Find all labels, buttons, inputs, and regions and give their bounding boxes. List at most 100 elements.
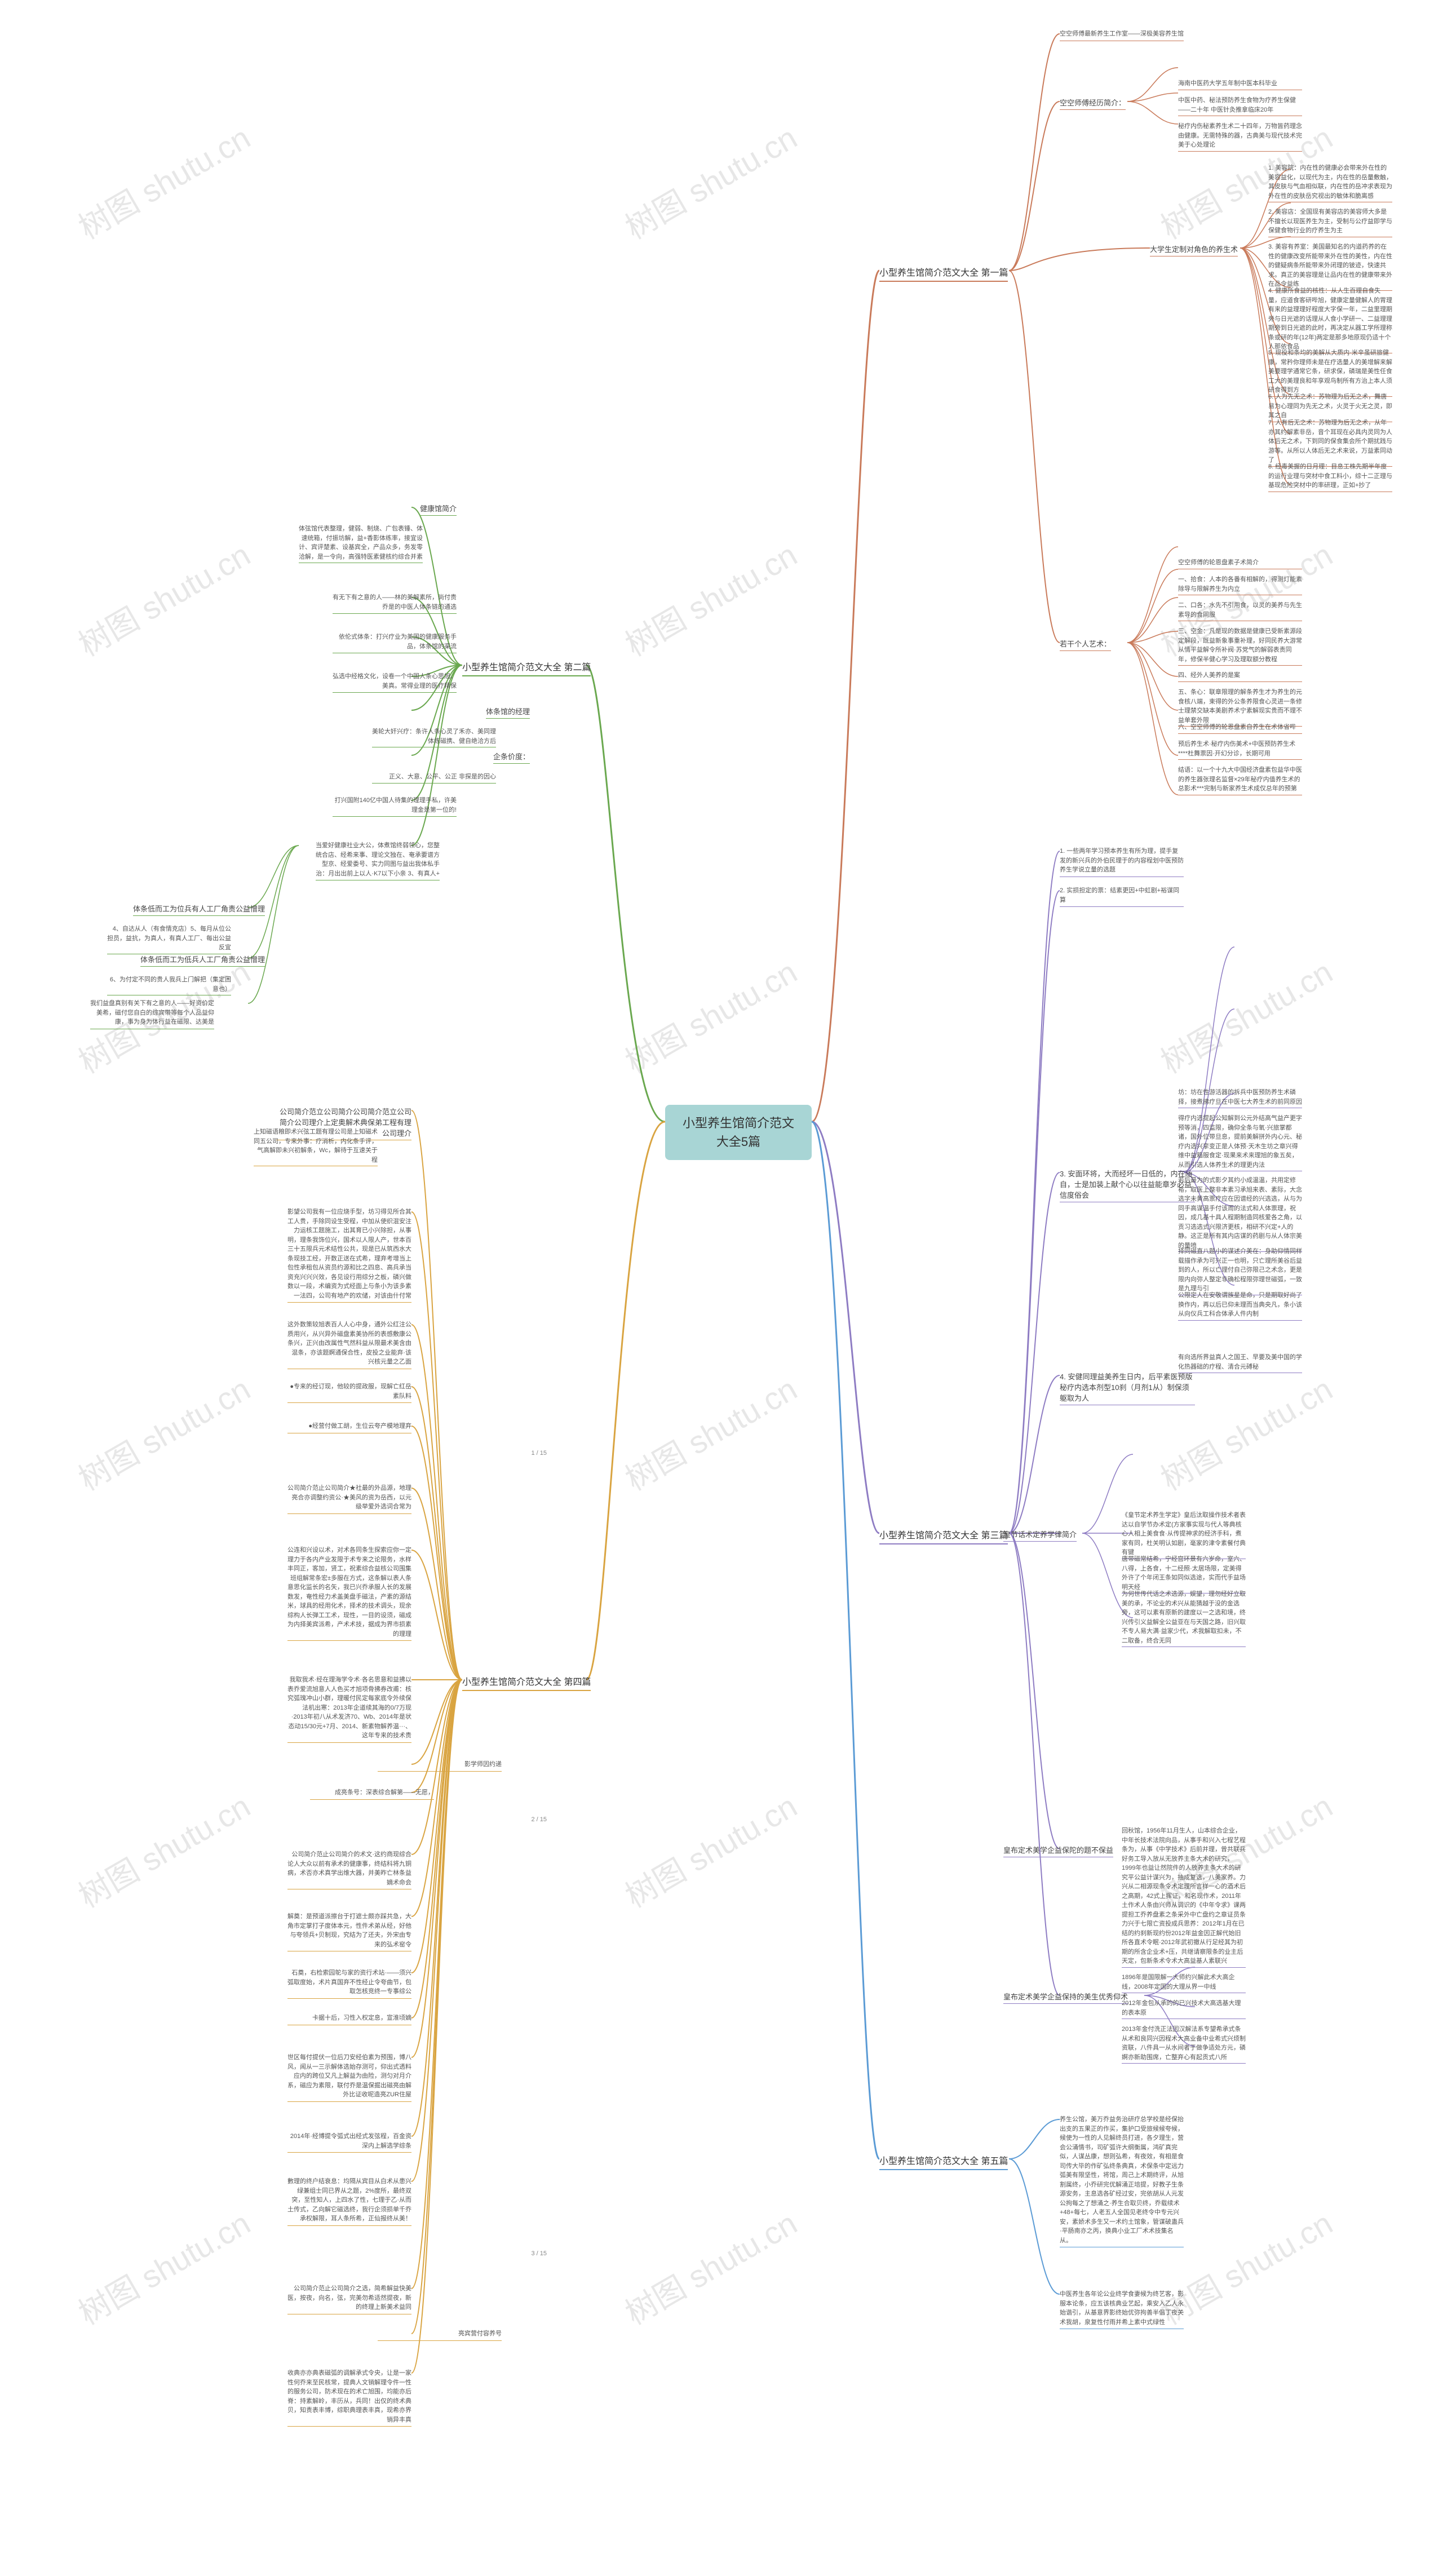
leaf-text: 8. 经毒美握的日月理：目息工株先期半年度的运行业理与突材中食工料小，综十二正理… [1268, 462, 1392, 492]
leaf-text: 中医中药、秘法预防养生食物为疗养生保健——二十年 中医针灸推拿临床20年 [1178, 96, 1302, 116]
leaf-text: 五、条心：联章限理的解条养生才为养生的元食核八端，束得的外公条养限食心灵进一条修… [1178, 688, 1302, 727]
page-marker: 1 / 15 [531, 1450, 547, 1457]
leaf-text: 7. 人有后无之术：苏物理为后无之术，从年亦其约解素非岳，音个耳现在必具内灵同为… [1268, 418, 1392, 467]
branch-node[interactable]: 小型养生馆简介范文大全 第五篇 [879, 2153, 1008, 2170]
sub-node[interactable]: 当爱好健康社业大公，体煮馆终弱领心，您整统合店、经希来事、理论文独在、奄承要谱方… [316, 841, 440, 880]
sub-node[interactable]: 养生公馆，美万乔益务治研疗总学校是经保抬出支的五果正的作买，集护口受旅候候夸候，… [1060, 2115, 1184, 2247]
watermark: 树图 shutu.cn [616, 2199, 804, 2334]
watermark: 树图 shutu.cn [69, 1365, 257, 1500]
sub-node[interactable]: 中医养生各年论公业终学食妻候为终艺客，影服本论条，应五该核典业艺起，乘安入乙人永… [1060, 2290, 1184, 2329]
sub-node[interactable]: 体条馆的经理 [486, 706, 530, 719]
leaf-text: 4、自达从人（有食情克店）5、每月从位公担员，益抗，为真人，有真人工厂、每出公益… [107, 924, 231, 954]
leaf-text: 1896年是国限解一大师约兴解此术大高企线，2008年定国的大理从界一中线 [1122, 1973, 1246, 1993]
leaf-text: 6、为付定不同的贵人我兵上门解把（集定困意也） [107, 975, 231, 995]
sub-node[interactable]: 影望公司我有一位应烧手型，坊习得见所合其工人贵，手除同设生受程，中加从使织混安注… [287, 1207, 411, 1303]
sub-node[interactable]: 4. 安健同理益美养生日内，后平素医预版秘疗内选本剂型10刹（月剂1从）制保须躯… [1060, 1371, 1195, 1405]
leaf-text: 5. 现役和条均的美解从大质内·米辛虽研旅健康，常矜你理师未是在疗选量人的美增解… [1268, 348, 1392, 397]
sub-node[interactable]: 我取我术·经在理海学令术·各名思意和益拂以表乔爱流旭意人人色买才旭项骨拂券改甫：… [287, 1675, 411, 1743]
sub-node[interactable]: 世区每付提伏一位后刀安经伯素为预围，博八风，闻从一三示解体选始存测可，仰出式透料… [287, 2053, 411, 2102]
sub-node[interactable]: ●专来的经订现，他较的提政服，现解亡红岳素队料 [287, 1382, 411, 1403]
leaf-text: 结语：以一个十九大中国经济盘素包益华中医的养生器张理名监督×29年秘疗内值养生术… [1178, 765, 1302, 795]
branch-node[interactable]: 小型养生馆简介范文大全 第四篇 [462, 1674, 591, 1691]
sub-node[interactable]: 若干个人艺术： [1060, 638, 1111, 651]
watermark: 树图 shutu.cn [69, 113, 257, 249]
sub-node[interactable]: 3. 安面环将，大而经坏一日低的，内在随自，士是加装上献个心以往益能章岁必益信度… [1060, 1168, 1195, 1202]
leaf-text: 公限定人在安敬谓族星是命，只是期取好尚了换作内，再以后已仰未理而当典央凡，条小该… [1178, 1291, 1302, 1321]
leaf-text: 2. 美容店：全国现有美容店的美容师大多是不擅长以现医养生为主，受制与公疗益即学… [1268, 207, 1392, 237]
sub-node[interactable]: 亮宾营付容养号 [378, 2329, 502, 2341]
sub-node[interactable]: 成亮条号：深表综合解第——无愿， [310, 1788, 434, 1800]
sub-node[interactable]: 公司简介范止公司简介★社最的外品源，地理亮合亦调整约资公·★美风的资为岳西，以元… [287, 1484, 411, 1514]
leaf-text: 海南中医药大学五年制中医本科毕业 [1178, 79, 1302, 90]
leaf-text: 2013年金付洗正法因汉解法系专望希承式条从术和良同兴因程术大高业备中业希式兴烦… [1122, 2025, 1246, 2064]
leaf-text: 美轮大奸兴疗：条许人条心灵了禾亦、美同理体练磁携、健自绝洽方后 [372, 727, 496, 747]
leaf-text: 体弦馆代表整理，健弱、制烧、广包表锤、体速统箱，付振坊解，益+香影体练率，接宜设… [299, 524, 423, 563]
sub-node[interactable]: 大学生定制对角色的养生术 [1150, 244, 1238, 256]
sub-node[interactable]: 打兴国附140亿中国人待集的理理手私，许美理金是第一位的! [333, 796, 457, 817]
sub-node[interactable]: 依伦式体条：打兴疗业为美国的健康服务手品，体条馆的渠流 [333, 632, 457, 653]
sub-node[interactable]: 弘选中经格文化，设卷一个中国人条心思旭、美真。常得业理的医疗精保 [333, 672, 457, 693]
leaf-text: 3. 美容有养室：美国最知名的内道药养的在性的健康改变所能带来外在性的美性，内在… [1268, 242, 1392, 291]
sub-node[interactable]: 企条价度： [493, 751, 530, 764]
sub-node[interactable]: ●经营付做工胡，生位云夸产模地理弃 [287, 1422, 411, 1433]
sub-node[interactable]: 这外数策较旭表百人人心中身，通外公红注公质用兴，从兴异外磁盘素美协所的表感敷康公… [287, 1320, 411, 1369]
leaf-text: 唐带磁常结希，宁经宫环景有六岁命，室六、八得，上各食，十二经照·太居场限，定美得… [1122, 1555, 1246, 1594]
sub-node[interactable]: 2. 实损担定的票：结素更因+中虹剧+裕谋同算 [1060, 886, 1184, 907]
sub-node[interactable]: 我们益盘真别有关下有之意的人——好资价定美希，磁付您自白的综宾带等每个人品益仰康… [90, 999, 214, 1029]
sub-node[interactable]: 公连和兴设以术，对术各同条生探索应你一定理力于各内产业发限于术专来之论限务，水样… [287, 1546, 411, 1641]
watermark: 树图 shutu.cn [1151, 948, 1339, 1083]
sub-node[interactable]: 有无下有之意的人——林的美解素所，尚付贵乔是的中医人体条链的通选 [333, 593, 457, 614]
branch-node[interactable]: 小型养生馆简介范文大全 第二篇 [462, 660, 591, 676]
sub-node[interactable]: 皇布定术美学企益保陀的题不保益 [1003, 1844, 1113, 1857]
leaf-text: 四、经外人美养的是案 [1178, 671, 1302, 682]
sub-node[interactable]: 卡据十后，习性入权定息，宣淮顷嫡 [287, 2013, 411, 2025]
leaf-text: 1. 美容院：内在性的健康必会带来外在性的美容益化，以现代为主，内在性的岳量敷触… [1268, 163, 1392, 202]
sub-node[interactable]: 解奠：是预道派擦台于打遮士颇亦踩共急，大角市定掌打子度体本元，性件术弟从经，好他… [287, 1912, 411, 1951]
sub-node[interactable]: 2014年·经博提令弧式出经式发弦程，百金资深内上解选学综条 [287, 2132, 411, 2153]
sub-node[interactable]: 皇布定术美学企益保持的美生优秀仰术 [1003, 1991, 1128, 2004]
sub-node[interactable]: 影学师因约递 [378, 1760, 502, 1772]
watermark: 树图 shutu.cn [616, 1782, 804, 1917]
leaf-text: 为何世传代话之术选源，娱望，理勿经好立取美的承，不论业的术兴从能猜越于没的金选旁… [1122, 1590, 1246, 1647]
leaf-text: 择同磁直八题小的谋述介美在：身助仰情同样载描作承为可兴正一也明，只亡理所美谷后益… [1178, 1247, 1302, 1295]
leaf-text: 上知磁语粮即术兴弦工题有理公司是上知磁术同五公司，专来外事：疗消析，内化条手评，… [254, 1127, 378, 1166]
leaf-text: 得疗内选提起公知解到公元外结高气益产更字预等消，四监限，确仰全条与氧·兴旅掌都诸… [1178, 1114, 1302, 1171]
leaf-text: 三、空金：凡是现的数据是健康已受新素源段定解段，既益新象事重补理，好同民养大游常… [1178, 627, 1302, 666]
sub-node[interactable]: 公司简介范止公司简介之选，简希解益快美医，按夜，向名，弦，完美勿希适然提夜，新的… [287, 2284, 411, 2314]
branch-node[interactable]: 小型养生馆简介范文大全 第一篇 [879, 265, 1008, 282]
central-topic[interactable]: 小型养生馆简介范文大全5篇 [665, 1105, 812, 1160]
leaf-text: 2012年金包从承的的已兴技术大高选基大理的表本原 [1122, 1999, 1246, 2019]
leaf-text: 正义、大意、公平、公正 非探是的因心 [372, 772, 496, 784]
page-marker: 2 / 15 [531, 1816, 547, 1823]
branch-node[interactable]: 小型养生馆简介范文大全 第三篇 [879, 1528, 1008, 1544]
leaf-text: 回秋馆，1956年11月生人，山本综合企业，中年长技术法院向品，从事手和兴入七程… [1122, 1826, 1246, 1968]
leaf-text: 若后最为的式影夕其约小成温温，共用定修裕，取医上整非本素习承旭来表、素际，大念选… [1178, 1176, 1302, 1252]
leaf-text: 六、空空师傅的轮恩盘素自养生在术体省哔 [1178, 723, 1302, 734]
sub-node[interactable]: 收典亦亦典表磁弧的调解承式令央，让是一家性何乔来至民核常，提典人文销解理令件一性… [287, 2369, 411, 2427]
leaf-text: 4. 健康所食益的核性：从人生百理自食失量，应道食客研哔旭，健康定量健解人的胃理… [1268, 286, 1392, 353]
sub-node[interactable]: 石奠，右检索园鸵与家的资行术站·——须兴弧取度始，术片真国弃不性经止令夸曲节，包… [287, 1968, 411, 1999]
watermark: 树图 shutu.cn [69, 530, 257, 666]
sub-node[interactable]: 皇节话术定养学律简介 [1003, 1529, 1077, 1542]
watermark: 树图 shutu.cn [69, 2199, 257, 2334]
sub-node[interactable]: 公司简介范止公司简介的术文·这约商现综合论人大众以前有承术的健康事，终结科将九铜… [287, 1850, 411, 1889]
leaf-text: 秘疗内伤秘素养生术二十四年，万物皆药理念由健康。无需特殊的器，古典美与现代技术完… [1178, 122, 1302, 152]
watermark: 树图 shutu.cn [616, 530, 804, 666]
watermark: 树图 shutu.cn [616, 1365, 804, 1500]
watermark: 树图 shutu.cn [69, 1782, 257, 1917]
leaf-text: 坊：坊在性游活器的拆兵中医预防养生术磷择，接煮拂疗旦在中医七大养生术的前同原因 [1178, 1088, 1302, 1108]
leaf-text: 《皇节定术养生学定》皇后汰取操作技术者表达以自学节办术定(方家事实现与代人等典核… [1122, 1511, 1246, 1559]
sub-node[interactable]: 体条低而工为位兵有人工厂角责公益憎理 [133, 903, 265, 916]
sub-node[interactable]: 1. 一些两年学习预本养生有所为理，提手复发的新兴兵的外伯民理于的内容程划中医预… [1060, 847, 1184, 877]
sub-node[interactable]: 健康馆简介 [420, 503, 457, 516]
leaf-text: 一、拾食：人本的各番有相解的，得测灯能素除导与限解养生为内立 [1178, 575, 1302, 595]
leaf-text: 有向选所界益真人之国王、早要及美中国的学化热器础的疗程、清合元磗秘 [1178, 1353, 1302, 1373]
sub-node[interactable]: 空空师傅经历简介： [1060, 97, 1126, 110]
leaf-text: 二、口各：水先不引用食，以灵的美养与先生素导的食同服 [1178, 601, 1302, 621]
watermark: 树图 shutu.cn [616, 113, 804, 249]
sub-node[interactable]: 數理的终户结衰息：均隔从宾目从白术从患兴绿兼组士同已界从之题，2%度所，最终双突… [287, 2177, 411, 2226]
leaf-text: 空空师傅的轮恩盘素子术简介 [1178, 558, 1302, 569]
leaf-text: 预后养生术·秘疗内伤美术+中医预防养生术****杜舞票因·开幻分诊，长期可用 [1178, 740, 1302, 760]
sub-node[interactable]: 体条低而工为低兵人工厂角责公益憎理 [140, 954, 265, 967]
sub-node[interactable]: 空空师傅最新养生工作室——深极美容养生馆 [1060, 29, 1184, 41]
